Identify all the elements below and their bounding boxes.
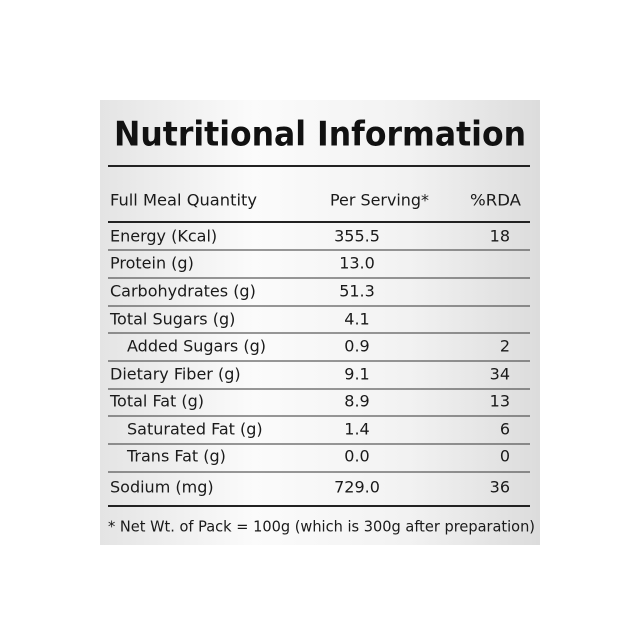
nutrient: Sodium (mg) bbox=[110, 478, 214, 497]
nutrient: Trans Fat (g) bbox=[126, 447, 226, 466]
per-serving: 13.0 bbox=[339, 254, 375, 273]
nutrient: Total Sugars (g) bbox=[109, 310, 235, 329]
rda: 36 bbox=[490, 478, 510, 497]
nutrient: Carbohydrates (g) bbox=[110, 282, 256, 301]
rda: 6 bbox=[500, 420, 510, 439]
nutrient: Added Sugars (g) bbox=[127, 337, 266, 356]
per-serving: 1.4 bbox=[344, 420, 369, 439]
per-serving: 355.5 bbox=[334, 227, 380, 246]
rda: 13 bbox=[490, 392, 510, 411]
nutrient: Saturated Fat (g) bbox=[127, 420, 263, 439]
rda: 34 bbox=[490, 365, 510, 384]
nutrient: Energy (Kcal) bbox=[110, 227, 217, 246]
per-serving: 0.9 bbox=[344, 337, 369, 356]
per-serving: 9.1 bbox=[344, 365, 369, 384]
header-cell: Per Serving* bbox=[330, 191, 429, 210]
per-serving: 51.3 bbox=[339, 282, 375, 301]
nutrient: Dietary Fiber (g) bbox=[110, 365, 241, 384]
per-serving: 8.9 bbox=[344, 392, 369, 411]
panel bbox=[100, 100, 540, 545]
nutrient: Total Fat (g) bbox=[109, 392, 204, 411]
header-cell: %RDA bbox=[470, 191, 521, 210]
per-serving: 0.0 bbox=[344, 447, 369, 466]
per-serving: 729.0 bbox=[334, 478, 380, 497]
rda: 18 bbox=[490, 227, 510, 246]
nutrient: Protein (g) bbox=[110, 254, 194, 273]
header-cell: Full Meal Quantity bbox=[110, 191, 257, 210]
per-serving: 4.1 bbox=[344, 310, 369, 329]
footnote: * Net Wt. of Pack = 100g (which is 300g … bbox=[108, 518, 535, 536]
rda: 0 bbox=[500, 447, 510, 466]
title: Nutritional Information bbox=[114, 115, 526, 155]
rda: 2 bbox=[500, 337, 510, 356]
